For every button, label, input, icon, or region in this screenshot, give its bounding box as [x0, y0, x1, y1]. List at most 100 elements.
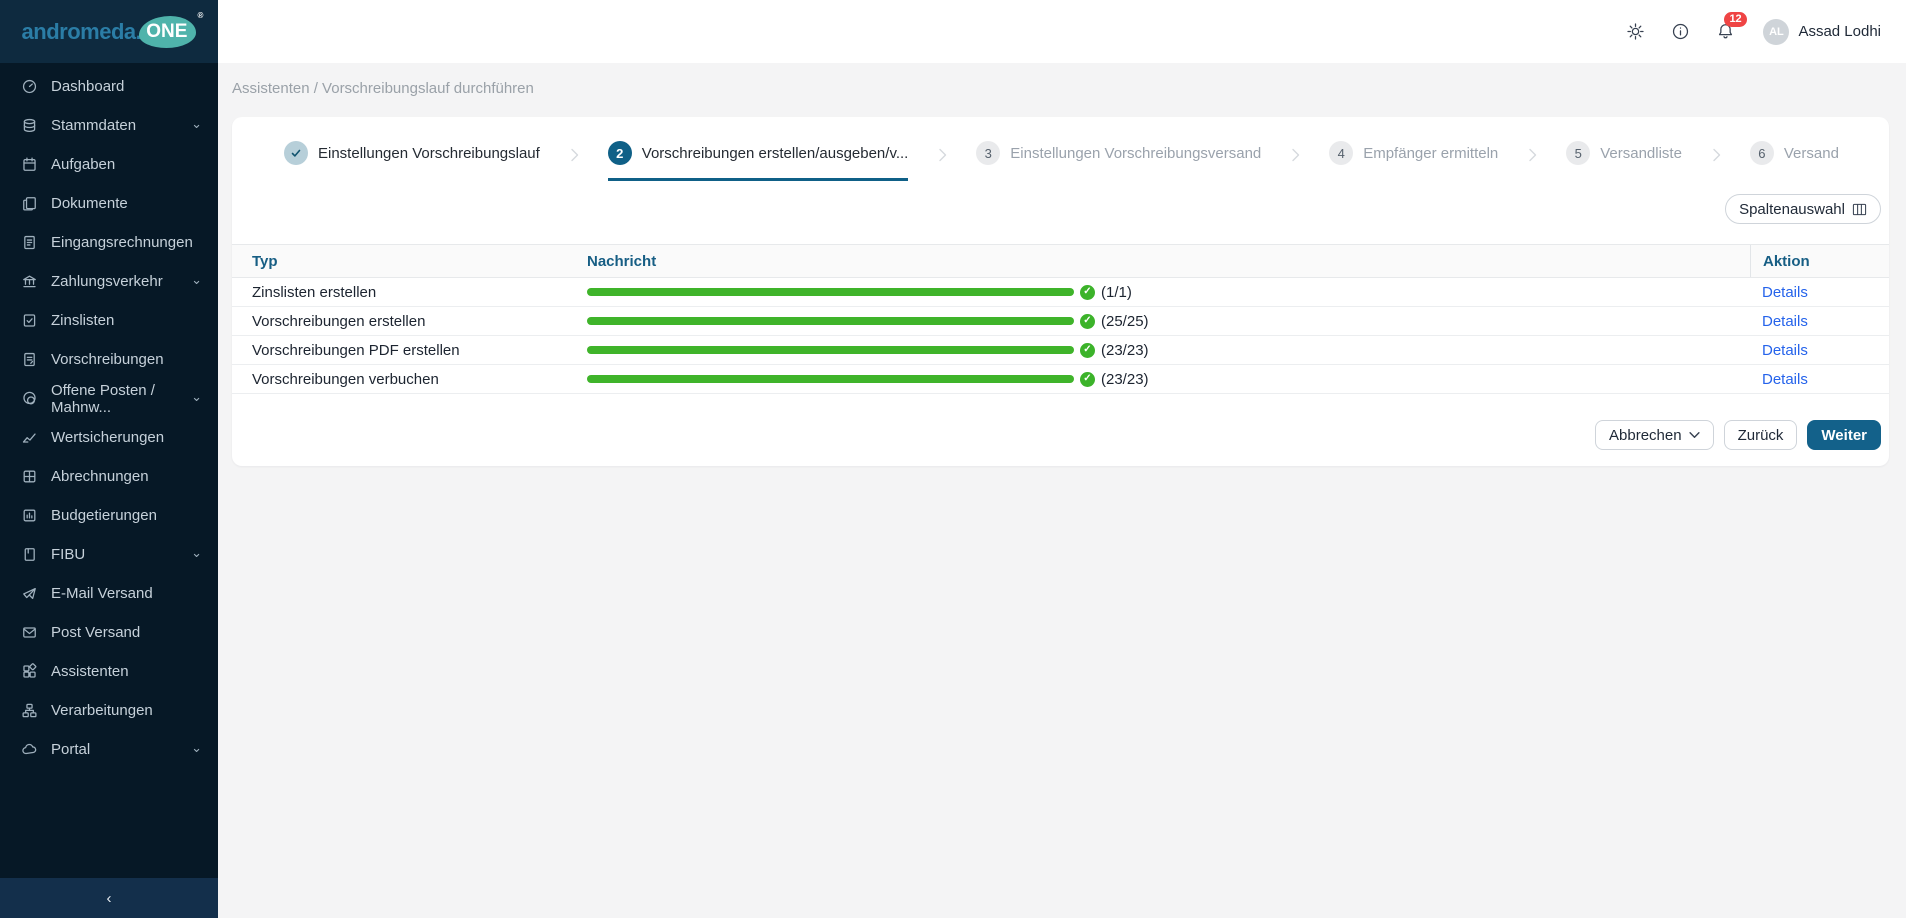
notification-badge: 12: [1724, 11, 1747, 27]
chevron-down-icon: ⌄: [191, 272, 202, 287]
step-number: 2: [607, 141, 632, 165]
step-4-empfaenger-ermitteln[interactable]: 4 Empfänger ermitteln: [1329, 141, 1498, 181]
chevron-right-icon: [934, 147, 950, 176]
chevron-right-icon: [1287, 147, 1303, 176]
column-header-typ[interactable]: Typ: [252, 252, 278, 270]
sidebar-item-fibu[interactable]: FIBU ⌄: [0, 535, 218, 574]
user-menu[interactable]: AL Assad Lodhi: [1763, 18, 1881, 45]
sidebar-nav: Dashboard Stammdaten ⌄ Aufgaben Dokument…: [0, 63, 218, 878]
step-3-einstellungen-vorschreibungsversand[interactable]: 3 Einstellungen Vorschreibungsversand: [976, 141, 1261, 181]
success-check-icon: ✓: [1080, 284, 1095, 300]
columns-icon: [1852, 203, 1867, 215]
calendar-icon: [23, 157, 36, 171]
sidebar-item-stammdaten[interactable]: Stammdaten ⌄: [0, 106, 218, 145]
progress-count: (1/1): [1101, 283, 1132, 301]
progress-table: Typ Nachricht Aktion Zinslisten erstelle…: [232, 244, 1889, 394]
wizard-actions: Abbrechen Zurück Weiter: [232, 394, 1889, 450]
chevron-down-icon: ⌄: [191, 389, 202, 404]
back-button[interactable]: Zurück: [1723, 420, 1798, 450]
table-row: Zinslisten erstellen ✓ (1/1) Details: [232, 278, 1889, 307]
details-link[interactable]: Details: [1762, 370, 1808, 388]
sidebar-item-zinslisten[interactable]: Zinslisten: [0, 301, 218, 340]
sidebar: andromeda. ONE ® Dashboard Stammdaten ⌄ A…: [0, 0, 218, 918]
table-row: Vorschreibungen erstellen ✓ (25/25) Deta…: [232, 307, 1889, 336]
details-link[interactable]: Details: [1762, 341, 1808, 359]
step-done-check-icon: [284, 141, 308, 165]
invoice-icon: [24, 235, 35, 250]
logo-text: andromeda.: [21, 18, 142, 44]
coins-icon: [23, 391, 36, 405]
user-name: Assad Lodhi: [1798, 23, 1881, 40]
success-check-icon: ✓: [1080, 313, 1095, 329]
sidebar-item-dokumente[interactable]: Dokumente: [0, 184, 218, 223]
sidebar-item-eingangsrechnungen[interactable]: Eingangsrechnungen: [0, 223, 218, 262]
details-link[interactable]: Details: [1762, 283, 1808, 301]
progress-bar: [587, 375, 1074, 383]
breadcrumb: Assistenten / Vorschreibungslauf durchfü…: [232, 80, 534, 97]
sidebar-item-assistenten[interactable]: Assistenten: [0, 652, 218, 691]
main-area: 12 AL Assad Lodhi Assistenten / Vorschre…: [218, 0, 1915, 918]
sidebar-item-aufgaben[interactable]: Aufgaben: [0, 145, 218, 184]
logo-blob: ONE ®: [139, 11, 203, 48]
sidebar-item-portal[interactable]: Portal ⌄: [0, 730, 218, 769]
cancel-button[interactable]: Abbrechen: [1595, 420, 1714, 450]
list-check-icon: [23, 314, 36, 327]
sidebar-item-wertsicherungen[interactable]: Wertsicherungen: [0, 418, 218, 457]
chevron-down-icon: ⌄: [191, 545, 202, 560]
wizard-card: Einstellungen Vorschreibungslauf 2 Vorsc…: [232, 117, 1889, 466]
step-number: 4: [1329, 141, 1354, 165]
wizard-stepper: Einstellungen Vorschreibungslauf 2 Vorsc…: [232, 117, 1889, 181]
step-number: 6: [1749, 141, 1774, 165]
next-button[interactable]: Weiter: [1807, 420, 1881, 450]
registered-mark: ®: [197, 10, 204, 20]
sidebar-item-vorschreibungen[interactable]: Vorschreibungen: [0, 340, 218, 379]
chevron-right-icon: [1708, 147, 1724, 176]
chart-line-icon: [22, 433, 36, 443]
column-header-aktion[interactable]: Aktion: [1750, 245, 1889, 277]
chevron-down-icon: [1688, 432, 1700, 438]
sidebar-item-email-versand[interactable]: E-Mail Versand: [0, 574, 218, 613]
step-5-versandliste[interactable]: 5 Versandliste: [1566, 141, 1682, 181]
step-6-versand[interactable]: 6 Versand: [1749, 141, 1839, 181]
chevron-right-icon: [1524, 147, 1540, 176]
sidebar-collapse-button[interactable]: ‹: [0, 878, 218, 918]
notifications-button[interactable]: 12: [1712, 11, 1747, 45]
settings-button[interactable]: [1622, 19, 1648, 45]
info-button[interactable]: [1667, 19, 1693, 45]
sidebar-item-budgetierungen[interactable]: Budgetierungen: [0, 496, 218, 535]
gear-icon: [1627, 23, 1644, 40]
column-select-button[interactable]: Spaltenauswahl: [1725, 194, 1881, 224]
dashboard-icon: [22, 79, 37, 94]
send-icon: [23, 587, 36, 600]
table-row: Vorschreibungen PDF erstellen ✓ (23/23) …: [232, 336, 1889, 365]
scrollbar[interactable]: [1906, 63, 1915, 918]
progress-bar: [587, 288, 1074, 296]
sidebar-item-verarbeitungen[interactable]: Verarbeitungen: [0, 691, 218, 730]
chevron-down-icon: ⌄: [191, 740, 202, 755]
avatar: AL: [1763, 18, 1790, 45]
sidebar-item-abrechnungen[interactable]: Abrechnungen: [0, 457, 218, 496]
mail-icon: [23, 627, 36, 638]
step-1-einstellungen-vorschreibungslauf[interactable]: Einstellungen Vorschreibungslauf: [284, 141, 540, 181]
table-toolbar: Spaltenauswahl: [232, 181, 1889, 224]
grid-icon: [23, 470, 36, 483]
progress-bar: [587, 317, 1074, 325]
document-text-icon: [24, 352, 35, 367]
progress-bar: [587, 346, 1074, 354]
chevron-down-icon: ⌄: [191, 116, 202, 131]
progress-count: (25/25): [1101, 312, 1149, 330]
budget-icon: [23, 509, 36, 522]
collapse-left-icon: ‹: [106, 889, 112, 907]
details-link[interactable]: Details: [1762, 312, 1808, 330]
column-header-nachricht[interactable]: Nachricht: [587, 252, 657, 270]
sidebar-item-post-versand[interactable]: Post Versand: [0, 613, 218, 652]
progress-count: (23/23): [1101, 370, 1149, 388]
logo-area[interactable]: andromeda. ONE ®: [0, 0, 218, 63]
step-2-vorschreibungen-erstellen[interactable]: 2 Vorschreibungen erstellen/ausgeben/v..…: [607, 141, 909, 181]
sidebar-item-zahlungsverkehr[interactable]: Zahlungsverkehr ⌄: [0, 262, 218, 301]
sidebar-item-offene-posten[interactable]: Offene Posten / Mahnw... ⌄: [0, 379, 218, 418]
andromeda-one-logo: andromeda. ONE ®: [21, 11, 203, 48]
sidebar-item-dashboard[interactable]: Dashboard: [0, 67, 218, 106]
success-check-icon: ✓: [1080, 371, 1095, 387]
